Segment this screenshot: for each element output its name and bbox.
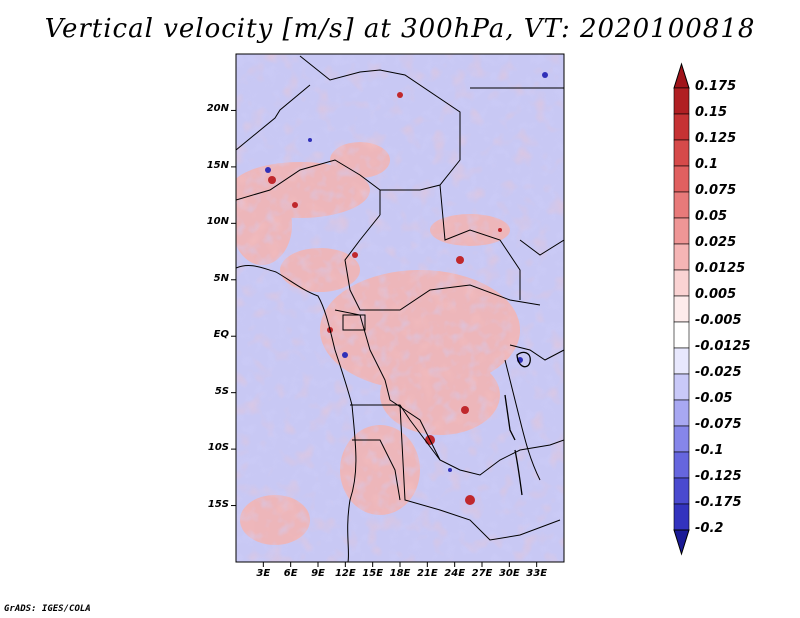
colorbar-label-17: -0.2	[695, 521, 724, 536]
axis-ticks	[231, 109, 538, 567]
lat-label-1: 15N	[206, 159, 229, 171]
colorbar-top-arrow	[673, 62, 690, 89]
colorbar-segment	[673, 503, 690, 531]
colorbar-segment	[673, 243, 690, 271]
colorbar-segment	[673, 165, 690, 193]
colorbar-segment	[673, 321, 690, 349]
colorbar-segment	[673, 347, 690, 375]
colorbar-label-4: 0.075	[695, 183, 737, 198]
colorbar-label-2: 0.125	[695, 131, 737, 146]
colorbar-bottom-arrow	[673, 529, 690, 556]
colorbar-label-8: 0.005	[695, 287, 737, 302]
field-shading	[236, 54, 564, 562]
lat-label-5: 5S	[214, 385, 229, 397]
lon-label-5: 18E	[389, 568, 411, 579]
colorbar-segment	[673, 477, 690, 505]
lon-label-0: 3E	[256, 568, 271, 579]
colorbar-segment	[673, 217, 690, 245]
colorbar-label-12: -0.05	[695, 391, 733, 406]
lon-label-3: 12E	[334, 568, 356, 579]
colorbar-label-3: 0.1	[695, 157, 719, 172]
colorbar-label-16: -0.175	[695, 495, 742, 510]
lon-label-1: 6E	[283, 568, 298, 579]
colorbar-segment	[673, 191, 690, 219]
map-title: Vertical velocity [m/s] at 300hPa, VT: 2…	[44, 14, 756, 44]
colorbar-segment	[673, 295, 690, 323]
lon-label-9: 30E	[498, 568, 520, 579]
credit-text: GrADS: IGES/COLA	[4, 604, 91, 614]
colorbar-label-10: -0.0125	[695, 339, 751, 354]
colorbar-label-5: 0.05	[695, 209, 728, 224]
colorbar-segment	[673, 269, 690, 297]
lon-label-8: 27E	[471, 568, 493, 579]
lon-label-7: 24E	[444, 568, 466, 579]
colorbar-label-14: -0.1	[695, 443, 724, 458]
colorbar-segment	[673, 425, 690, 453]
colorbar-label-6: 0.025	[695, 235, 737, 250]
colorbar-segment	[673, 139, 690, 167]
lat-label-6: 10S	[207, 442, 229, 454]
lat-label-4: EQ	[213, 329, 229, 341]
colorbar-segment	[673, 451, 690, 479]
lon-label-6: 21E	[416, 568, 438, 579]
lat-label-2: 10N	[206, 216, 229, 228]
colorbar-segment	[673, 87, 690, 115]
country-borders	[236, 55, 564, 562]
lon-label-4: 15E	[362, 568, 384, 579]
colorbar-label-7: 0.0125	[695, 261, 746, 276]
lon-label-10: 33E	[526, 568, 548, 579]
colorbar-segment	[673, 113, 690, 141]
lat-label-7: 15S	[207, 498, 229, 510]
colorbar-segment	[673, 373, 690, 401]
colorbar-segment	[673, 399, 690, 427]
colorbar-label-0: 0.175	[695, 79, 737, 94]
lon-label-2: 9E	[311, 568, 325, 579]
colorbar-label-1: 0.15	[695, 105, 728, 120]
lat-label-3: 5N	[213, 272, 229, 284]
colorbar-label-15: -0.125	[695, 469, 742, 484]
colorbar-label-11: -0.025	[695, 365, 742, 380]
colorbar-label-9: -0.005	[695, 313, 742, 328]
colorbar-label-13: -0.075	[695, 417, 742, 432]
lat-label-0: 20N	[206, 103, 229, 115]
